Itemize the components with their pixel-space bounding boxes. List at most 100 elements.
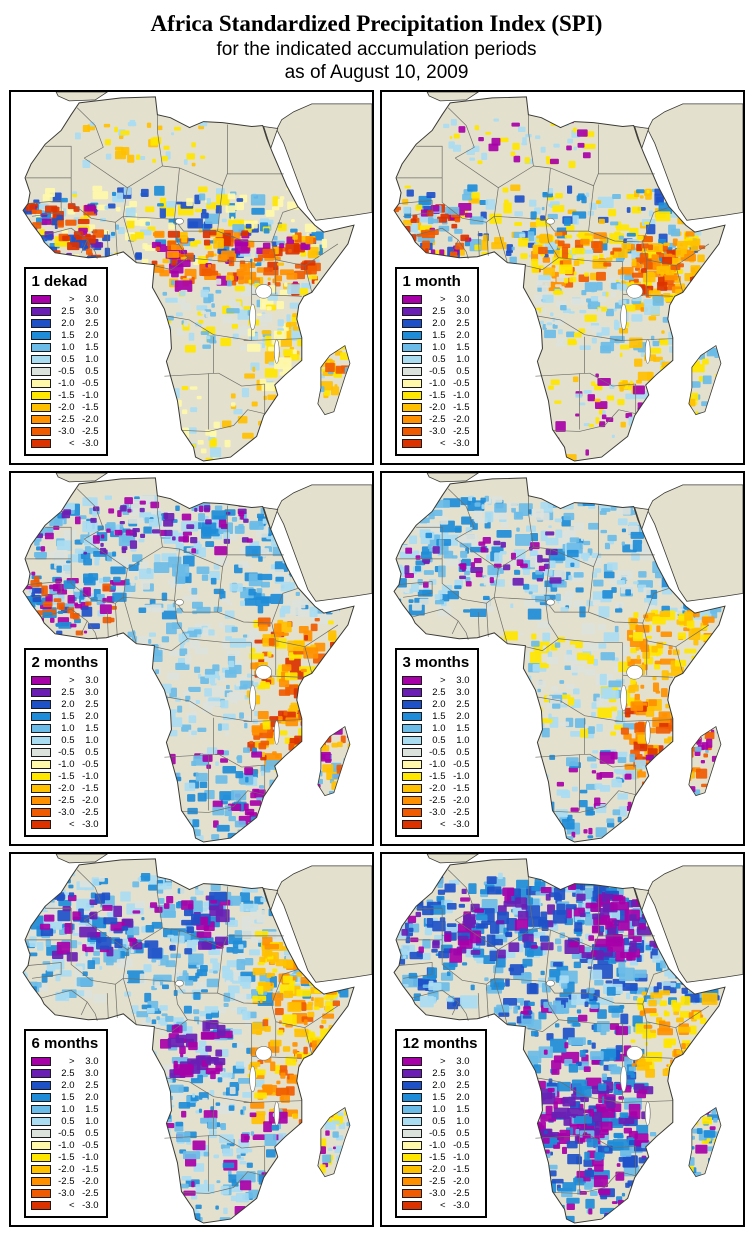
legend-range-hi: 2.5 [85, 317, 99, 329]
legend-row: -2.0 -1.5 [30, 1163, 99, 1175]
legend-row: 1.5 2.0 [30, 1091, 99, 1103]
lake [248, 685, 256, 712]
legend-row: -1.5 -1.0 [30, 770, 99, 782]
lake [254, 665, 272, 680]
legend-color-swatch [401, 390, 422, 400]
legend-color-swatch [401, 414, 422, 424]
lake [644, 339, 651, 365]
legend-range-hi: -1.0 [82, 389, 99, 401]
legend-box: 1 dekad >3.0 2.5 3.0 2.0 2.5 1.5 2.0 1.0 1.5 0.5 1… [23, 267, 108, 457]
legend-range-hi: -1.5 [453, 1163, 470, 1175]
legend-range-hi: 3.0 [85, 686, 99, 698]
legend-range-lo: 1.0 [432, 341, 446, 353]
legend-row: < -3.0 [30, 1199, 99, 1211]
legend-row: 1.5 2.0 [401, 710, 470, 722]
legend-color-swatch [30, 807, 51, 817]
legend-row: -2.5 -2.0 [401, 1175, 478, 1187]
legend-range-hi: 0.5 [85, 365, 99, 377]
legend-color-swatch [30, 1200, 51, 1210]
legend-range-hi: -2.5 [82, 425, 99, 437]
legend-color-swatch [401, 1188, 422, 1198]
spi-anomaly-pixels [22, 120, 354, 462]
legend-color-swatch [401, 1104, 422, 1114]
country-borders [25, 869, 338, 1195]
legend-row: -1.0 -0.5 [401, 1139, 478, 1151]
legend-range-lo: 1.5 [432, 710, 446, 722]
africa-coastline [21, 477, 355, 843]
lake [619, 685, 627, 712]
legend-range-lo: 1.0 [61, 722, 75, 734]
madagascar-coastline [316, 345, 350, 416]
legend-color-swatch [401, 318, 422, 328]
legend-color-swatch [30, 426, 51, 436]
legend-range-lo: 1.5 [432, 329, 446, 341]
legend-row: 1.0 1.5 [30, 341, 99, 353]
legend-range-hi: 3.0 [456, 293, 470, 305]
legend-range-lo: -2.5 [58, 1175, 75, 1187]
iberia-landmass [55, 92, 108, 102]
legend-range-hi: 2.5 [85, 1079, 99, 1091]
legend-range-hi: -1.5 [453, 401, 470, 413]
legend-range-hi: 0.5 [456, 1127, 470, 1139]
legend-range-hi: -3.0 [82, 818, 99, 830]
legend-range-hi: -1.5 [82, 401, 99, 413]
country-borders [25, 488, 338, 814]
lake [174, 599, 184, 606]
legend-range-lo: -1.5 [58, 770, 75, 782]
legend-range-lo: 2.0 [432, 1079, 446, 1091]
legend-row: -2.0 -1.5 [401, 782, 470, 794]
legend-range-lo: < [439, 1199, 446, 1211]
legend-range-lo: -2.0 [429, 1163, 446, 1175]
legend-range-lo: -1.5 [429, 389, 446, 401]
legend-range-hi: -2.0 [82, 1175, 99, 1187]
legend-range-lo: 2.0 [432, 698, 446, 710]
lake [248, 1066, 256, 1093]
legend-range-lo: 2.0 [432, 317, 446, 329]
legend-range-hi: -2.0 [453, 1175, 470, 1187]
map-panel: 1 dekad >3.0 2.5 3.0 2.0 2.5 1.5 2.0 1.0 1.5 0.5 1… [8, 90, 374, 466]
legend-range-lo: -3.0 [429, 806, 446, 818]
legend-range-lo: 2.0 [61, 1079, 75, 1091]
legend-color-swatch [401, 675, 422, 685]
legend-row: 0.5 1.0 [30, 353, 99, 365]
legend-range-lo: -2.0 [429, 401, 446, 413]
legend-range-hi: -2.0 [453, 413, 470, 425]
legend-range-lo: < [439, 818, 446, 830]
legend-range-lo: -2.0 [58, 782, 75, 794]
legend-range-hi: 0.5 [85, 1127, 99, 1139]
legend-color-swatch [401, 819, 422, 829]
legend-row: 2.0 2.5 [401, 698, 470, 710]
lake [619, 1066, 627, 1093]
legend-range-lo: 2.5 [61, 686, 75, 698]
legend-row: 0.5 1.0 [401, 353, 470, 365]
legend-row: 2.5 3.0 [30, 686, 99, 698]
iberia-landmass [55, 854, 108, 864]
legend-color-swatch [401, 438, 422, 448]
country-borders [25, 107, 338, 433]
legend-range-lo: -2.5 [429, 413, 446, 425]
legend-row: 1.5 2.0 [401, 1091, 478, 1103]
legend-color-swatch [30, 294, 51, 304]
legend-row: 2.5 3.0 [401, 305, 470, 317]
page-title: Africa Standardized Precipitation Index … [150, 11, 603, 36]
legend-row: 1.5 2.0 [30, 710, 99, 722]
legend-row: 1.0 1.5 [401, 341, 470, 353]
lake [619, 304, 627, 331]
legend-range-hi: 2.0 [456, 1091, 470, 1103]
legend-row: -0.5 0.5 [401, 746, 470, 758]
legend-color-swatch [401, 747, 422, 757]
legend-color-swatch [401, 1068, 422, 1078]
legend-color-swatch [30, 1128, 51, 1138]
legend-row: -1.5 -1.0 [401, 389, 470, 401]
legend-range-hi: -2.0 [82, 413, 99, 425]
legend-row: >3.0 [30, 293, 99, 305]
legend-row: -0.5 0.5 [30, 1127, 99, 1139]
legend-range-lo: -1.5 [58, 389, 75, 401]
legend-color-swatch [30, 1140, 51, 1150]
legend-color-swatch [401, 687, 422, 697]
legend-row: -3.0 -2.5 [30, 1187, 99, 1199]
legend-row: 1.5 2.0 [401, 329, 470, 341]
legend-rows: >3.0 2.5 3.0 2.0 2.5 1.5 2.0 1.0 1.5 0.5 1.0 -0.5 0.… [30, 674, 99, 830]
legend-range-lo: -1.5 [58, 1151, 75, 1163]
legend-color-swatch [401, 1128, 422, 1138]
